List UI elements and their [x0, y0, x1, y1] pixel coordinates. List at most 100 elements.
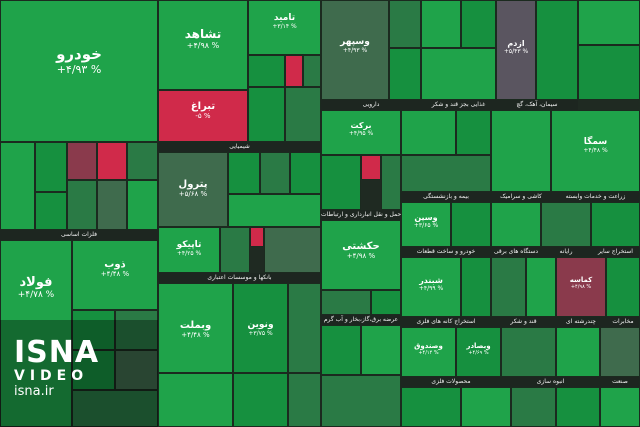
tile-d-3[interactable] — [389, 48, 421, 100]
tile-h-4[interactable] — [381, 155, 401, 210]
tile-d-2[interactable] — [389, 0, 421, 48]
tile-khodro[interactable]: خودرو +۴/۹۳ % — [0, 0, 158, 142]
tile-a-5[interactable] — [321, 375, 401, 427]
tile-p-8[interactable] — [264, 227, 321, 273]
tile-a-2[interactable] — [371, 290, 401, 315]
tile-tapico[interactable]: تاپیکو +۴/۲۵ % — [158, 227, 220, 273]
tile-cluster-a[interactable] — [0, 142, 35, 230]
tile-tabragh[interactable]: تبراغ -۵ % — [158, 90, 248, 142]
tile-shim-5[interactable] — [285, 87, 321, 142]
tile-tamid[interactable]: تامید +۳/۱۴ % — [248, 0, 321, 55]
tile-shim-4[interactable] — [248, 87, 285, 142]
tile-shim-2[interactable] — [285, 55, 303, 87]
tile-v-4[interactable] — [541, 202, 591, 247]
tile-shabandar[interactable]: شبندر +۴/۹۹ % — [401, 257, 461, 317]
tile-p-2[interactable] — [228, 152, 260, 194]
tile-a-3[interactable] — [321, 325, 361, 375]
tile-a-1[interactable] — [321, 290, 371, 315]
tile-cluster-i[interactable] — [127, 180, 158, 230]
tile-vmelat[interactable]: وبملت +۴/۴۸ % — [158, 283, 233, 373]
tile-pct: +۳/۷۵ % — [248, 330, 273, 337]
tile-g-3[interactable] — [421, 48, 496, 100]
tile-r-4[interactable] — [556, 327, 600, 377]
tile-pct: +۴/۹۵ % — [348, 130, 374, 137]
tile-e-3[interactable] — [491, 257, 526, 317]
tile-p-5[interactable] — [228, 194, 321, 227]
tile-name: تبراغ — [190, 101, 216, 112]
sector-label: صنعت — [600, 377, 640, 387]
tile-p-7[interactable] — [250, 227, 264, 247]
tile-vsepahr[interactable]: وسپهر +۴/۹۳ % — [321, 0, 389, 100]
tile-pct: +۴/۹۳ % — [56, 63, 102, 76]
tile-cluster-e[interactable] — [127, 142, 158, 180]
tile-zob[interactable]: ذوب +۴/۴۸ % — [72, 240, 158, 310]
tile-bimeh-2[interactable] — [456, 110, 491, 155]
tile-e-6[interactable] — [606, 257, 640, 317]
tile-r-5[interactable] — [600, 327, 640, 377]
tile-kema[interactable]: کماسه +۴/۹۸ % — [556, 257, 606, 317]
tile-r-9[interactable] — [556, 387, 600, 427]
tile-s-2[interactable] — [578, 0, 640, 45]
sector-label: استخراج سایر — [591, 247, 640, 257]
sector-label: رایانه — [541, 247, 591, 257]
tile-b-6[interactable] — [288, 373, 321, 427]
tile-a-4[interactable] — [361, 325, 401, 375]
tile-barekat[interactable]: برکت +۴/۹۵ % — [321, 110, 401, 155]
tile-hekeshti[interactable]: حکشتی +۴/۹۸ % — [321, 220, 401, 290]
tile-h-2[interactable] — [321, 155, 361, 210]
tile-cluster-b[interactable] — [35, 142, 67, 192]
tile-cluster-h[interactable] — [97, 180, 127, 230]
tile-v-3[interactable] — [491, 202, 541, 247]
tile-s-1[interactable] — [536, 0, 578, 100]
tile-e-2[interactable] — [461, 257, 491, 317]
tile-small-2[interactable] — [115, 310, 158, 350]
tile-b-4[interactable] — [158, 373, 233, 427]
tile-g-2[interactable] — [461, 0, 496, 48]
tile-k-1[interactable] — [491, 110, 551, 192]
tile-vsadr[interactable]: وصندوق +۴/۱۴ % — [401, 327, 456, 377]
tile-foolad[interactable]: فولاد +۴/۷۸ % — [0, 240, 72, 427]
tile-shim-1[interactable] — [248, 55, 285, 87]
tile-vnovin[interactable]: ونوین +۳/۷۵ % — [233, 283, 288, 373]
tile-h-3[interactable] — [361, 155, 381, 180]
tile-s-3[interactable] — [578, 45, 640, 100]
tile-petrol[interactable]: پترول +۵/۶۸ % — [158, 152, 228, 227]
sector-label: شیمیایی — [158, 142, 321, 152]
tile-vsina[interactable]: وسین +۳/۶۵ % — [401, 202, 451, 247]
tile-cluster-c[interactable] — [67, 142, 97, 180]
tile-b-5[interactable] — [233, 373, 288, 427]
tile-cluster-f[interactable] — [35, 192, 67, 230]
tile-bimeh-1[interactable] — [401, 110, 456, 155]
tile-pct: +۵/۴۳ % — [503, 48, 529, 55]
tile-e-4[interactable] — [526, 257, 556, 317]
tile-small-5[interactable] — [72, 390, 158, 427]
tile-semga[interactable]: سمگا +۴/۴۸ % — [551, 110, 640, 192]
tile-name: وسین — [414, 213, 438, 222]
tile-name: وبصادر — [466, 342, 491, 350]
tile-g-1[interactable] — [421, 0, 461, 48]
tile-r-8[interactable] — [511, 387, 556, 427]
tile-p-6[interactable] — [220, 227, 250, 273]
tile-cluster-d[interactable] — [97, 142, 127, 180]
tile-small-4[interactable] — [115, 350, 158, 390]
tile-bimeh-3[interactable] — [401, 155, 491, 192]
tile-cluster-g[interactable] — [67, 180, 97, 230]
tile-p-4[interactable] — [290, 152, 321, 194]
tile-r-3[interactable] — [501, 327, 556, 377]
tile-tashad[interactable]: تشاهد +۴/۹۸ % — [158, 0, 248, 90]
tile-vbpasar[interactable]: وبصادر +۴/۶۹ % — [456, 327, 501, 377]
sector-label: قند و شکر — [491, 317, 556, 327]
tile-small-3[interactable] — [72, 350, 115, 390]
tile-small-1[interactable] — [72, 310, 115, 350]
tile-v-2[interactable] — [451, 202, 491, 247]
tile-kezdam[interactable]: ازدم +۵/۴۳ % — [496, 0, 536, 100]
tile-b-3[interactable] — [288, 283, 321, 373]
tile-v-5[interactable] — [591, 202, 640, 247]
tile-shim-3[interactable] — [303, 55, 321, 87]
tile-p-3[interactable] — [260, 152, 290, 194]
tile-r-10[interactable] — [600, 387, 640, 427]
tile-pct: +۴/۴۸ % — [583, 147, 608, 154]
tile-r-6[interactable] — [401, 387, 461, 427]
tile-r-7[interactable] — [461, 387, 511, 427]
sector-label: غذایی بجز قند و شکر — [421, 100, 496, 110]
